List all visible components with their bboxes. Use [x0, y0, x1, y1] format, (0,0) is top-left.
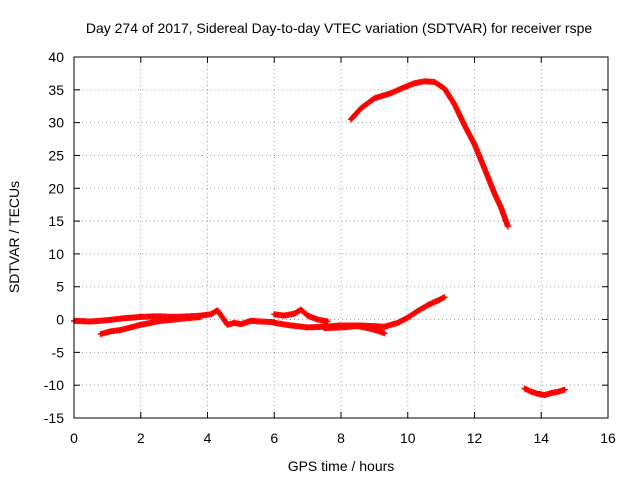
x-tick-label: 6: [270, 430, 278, 446]
x-tick-label: 0: [70, 430, 78, 446]
plot-frame: [73, 56, 609, 419]
y-tick-label: -15: [44, 410, 64, 426]
y-tick-label: 20: [48, 180, 64, 196]
y-tick-label: 25: [48, 147, 64, 163]
data-point: [197, 313, 204, 320]
x-tick-label: 2: [137, 430, 145, 446]
y-axis-label: SDTVAR / TECUs: [6, 181, 22, 293]
early-period-lower-branch: [97, 313, 204, 337]
data-point: [561, 386, 568, 393]
late-night-trace: [521, 385, 568, 399]
midday-lower-branch: [321, 323, 388, 337]
y-tick-label: -10: [44, 377, 64, 393]
y-tick-label: 40: [48, 49, 64, 65]
x-tick-label: 4: [204, 430, 212, 446]
midday-upper-branch: [271, 306, 331, 325]
y-tick-label: 30: [48, 115, 64, 131]
data-point: [381, 330, 388, 337]
x-tick-label: 8: [337, 430, 345, 446]
x-axis-label: GPS time / hours: [288, 458, 395, 474]
x-tick-label: 12: [467, 430, 483, 446]
y-tick-label: 10: [48, 246, 64, 262]
grid-layer: [74, 57, 608, 418]
x-tick-label: 14: [533, 430, 549, 446]
y-tick-label: 15: [48, 213, 64, 229]
y-tick-label: 5: [56, 279, 64, 295]
data-layer: [71, 78, 568, 399]
x-tick-label: 16: [600, 430, 616, 446]
y-tick-label: 35: [48, 82, 64, 98]
evening-high-trace: [348, 78, 511, 230]
y-tick-label: 0: [56, 312, 64, 328]
chart-title: Day 274 of 2017, Sidereal Day-to-day VTE…: [86, 20, 592, 36]
data-point: [324, 318, 331, 325]
data-point: [504, 223, 511, 230]
y-tick-label: -5: [52, 344, 65, 360]
data-point: [441, 294, 448, 301]
tick-layer: 0 2 4 6 8 10 12 14 16 -15 -10 -5 0 5 10 15 20 25 30 35 40: [44, 49, 616, 446]
x-tick-label: 10: [400, 430, 416, 446]
